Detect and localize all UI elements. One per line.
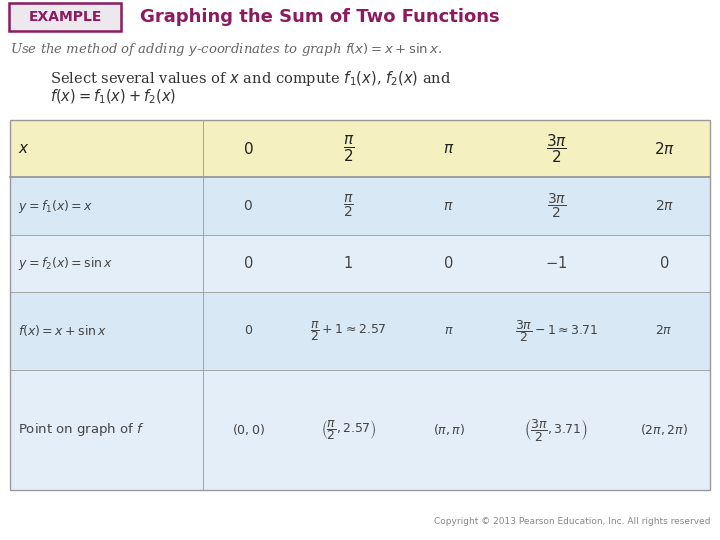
Text: $\dfrac{3\pi}{2}$: $\dfrac{3\pi}{2}$ <box>546 132 567 165</box>
Text: $0$: $0$ <box>243 141 253 157</box>
Bar <box>10 370 710 490</box>
Bar <box>10 120 710 490</box>
Text: $\dfrac{3\pi}{2}$: $\dfrac{3\pi}{2}$ <box>546 192 566 220</box>
Bar <box>10 120 710 177</box>
Text: $y = f_1(x) = x$: $y = f_1(x) = x$ <box>18 198 94 214</box>
Text: Copyright © 2013 Pearson Education, Inc. All rights reserved: Copyright © 2013 Pearson Education, Inc.… <box>433 517 710 526</box>
Bar <box>10 235 710 292</box>
Bar <box>10 292 710 370</box>
Bar <box>10 177 710 235</box>
Text: $\dfrac{\pi}{2}$: $\dfrac{\pi}{2}$ <box>343 134 354 164</box>
Text: $0$: $0$ <box>243 325 253 338</box>
Text: $(0, 0)$: $(0, 0)$ <box>232 422 265 437</box>
Text: Use the method of adding $y$-coordinates to graph $f(x) = x + \sin x$.: Use the method of adding $y$-coordinates… <box>10 42 442 58</box>
Text: EXAMPLE: EXAMPLE <box>28 10 102 24</box>
Text: $\left(\dfrac{3\pi}{2}, 3.71\right)$: $\left(\dfrac{3\pi}{2}, 3.71\right)$ <box>524 417 588 443</box>
Text: $\pi$: $\pi$ <box>444 325 454 338</box>
FancyBboxPatch shape <box>9 3 121 31</box>
Text: $f(x) = f_1(x) + f_2(x)$: $f(x) = f_1(x) + f_2(x)$ <box>50 88 176 106</box>
Text: Graphing the Sum of Two Functions: Graphing the Sum of Two Functions <box>140 8 500 26</box>
Text: $\pi$: $\pi$ <box>443 141 454 156</box>
Text: $f(x) = x + \sin x$: $f(x) = x + \sin x$ <box>18 323 107 339</box>
Text: $0$: $0$ <box>659 255 670 272</box>
Text: $1$: $1$ <box>343 255 354 272</box>
Text: $(\pi, \pi)$: $(\pi, \pi)$ <box>433 422 464 437</box>
Text: $2\pi$: $2\pi$ <box>654 199 674 213</box>
Text: Select several values of $x$ and compute $f_1(x)$, $f_2(x)$ and: Select several values of $x$ and compute… <box>50 69 451 87</box>
Text: $0$: $0$ <box>243 199 253 213</box>
Text: $0$: $0$ <box>444 255 454 272</box>
Text: $2\pi$: $2\pi$ <box>655 325 673 338</box>
Text: $y = f_2(x) = \sin x$: $y = f_2(x) = \sin x$ <box>18 255 113 272</box>
Text: $x$: $x$ <box>18 141 30 156</box>
Text: $(2\pi, 2\pi)$: $(2\pi, 2\pi)$ <box>640 422 688 437</box>
Text: $\pi$: $\pi$ <box>444 199 454 213</box>
Text: $\left(\dfrac{\pi}{2}, 2.57\right)$: $\left(\dfrac{\pi}{2}, 2.57\right)$ <box>320 418 377 442</box>
Text: $2\pi$: $2\pi$ <box>654 141 675 157</box>
Text: $\dfrac{\pi}{2}$: $\dfrac{\pi}{2}$ <box>343 193 354 219</box>
Text: $\dfrac{\pi}{2} + 1 \approx 2.57$: $\dfrac{\pi}{2} + 1 \approx 2.57$ <box>310 319 387 343</box>
Text: $0$: $0$ <box>243 255 253 272</box>
Text: $\dfrac{3\pi}{2} - 1 \approx 3.71$: $\dfrac{3\pi}{2} - 1 \approx 3.71$ <box>515 318 598 344</box>
Text: $-1$: $-1$ <box>545 255 567 272</box>
Text: Point on graph of $f$: Point on graph of $f$ <box>18 421 145 438</box>
